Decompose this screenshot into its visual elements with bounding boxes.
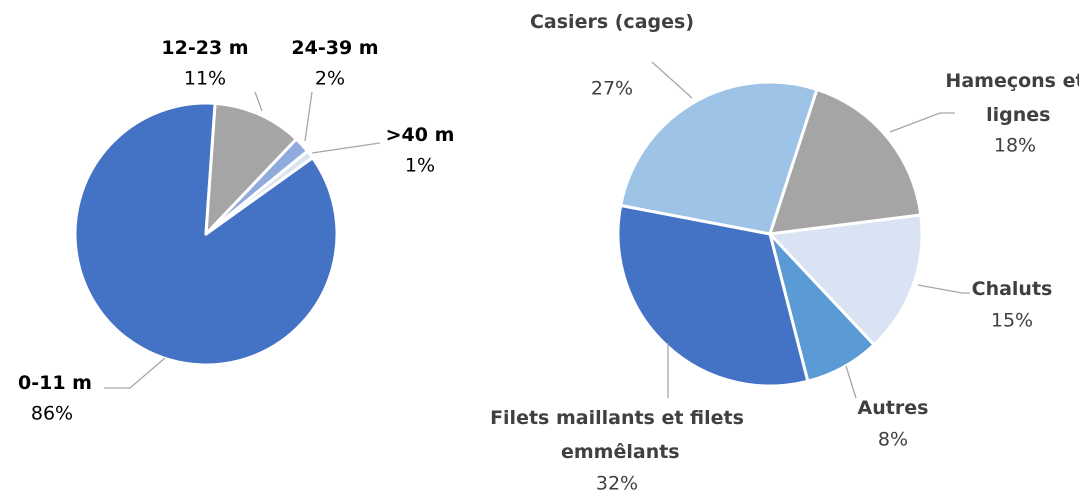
pie-slice [616,204,810,388]
slice-label: Chaluts [972,278,1053,300]
slice-value-label: 27% [591,78,633,100]
leader-line [304,91,313,142]
slice-label: Filets maillants et filets emmêlants [490,407,744,463]
slice-value-label: 18% [994,135,1036,157]
slice-label: 0-11 m [18,372,92,394]
pie-slice [619,80,819,236]
pie-slice [768,87,923,236]
slice-value-label: 86% [31,403,73,425]
slice-value-label: 32% [596,473,638,491]
leader-line [889,112,955,133]
slice-label: 12-23 m [161,37,248,59]
slice-value-label: 11% [184,68,226,90]
pie-chart: 0-11 m 86% 12-23 m 11% 24-39 m 2% >40 m 1% [18,37,454,425]
slice-value-label: 1% [405,155,435,177]
pie-slice [204,149,315,236]
leader-line [651,61,693,99]
leader-line [311,142,381,154]
slice-label: Hameçons et lignes [945,70,1079,126]
slice-label: Casiers (cages) [530,11,694,33]
slice-value-label: 15% [991,310,1033,332]
pie-slice [768,213,924,347]
slice-label: >40 m [386,124,455,146]
pie-slice [204,101,298,236]
leader-line [104,357,166,389]
leader-line [254,91,263,112]
slice-value-label: 2% [315,68,345,90]
pie-chart: Casiers (cages) 27% Hameçons et lignes 18%… [490,11,1079,491]
leader-line [845,365,857,399]
slice-label: 24-39 m [291,37,378,59]
slice-label: Autres [858,397,929,419]
leader-line [917,284,970,294]
slice-value-label: 8% [878,429,908,451]
